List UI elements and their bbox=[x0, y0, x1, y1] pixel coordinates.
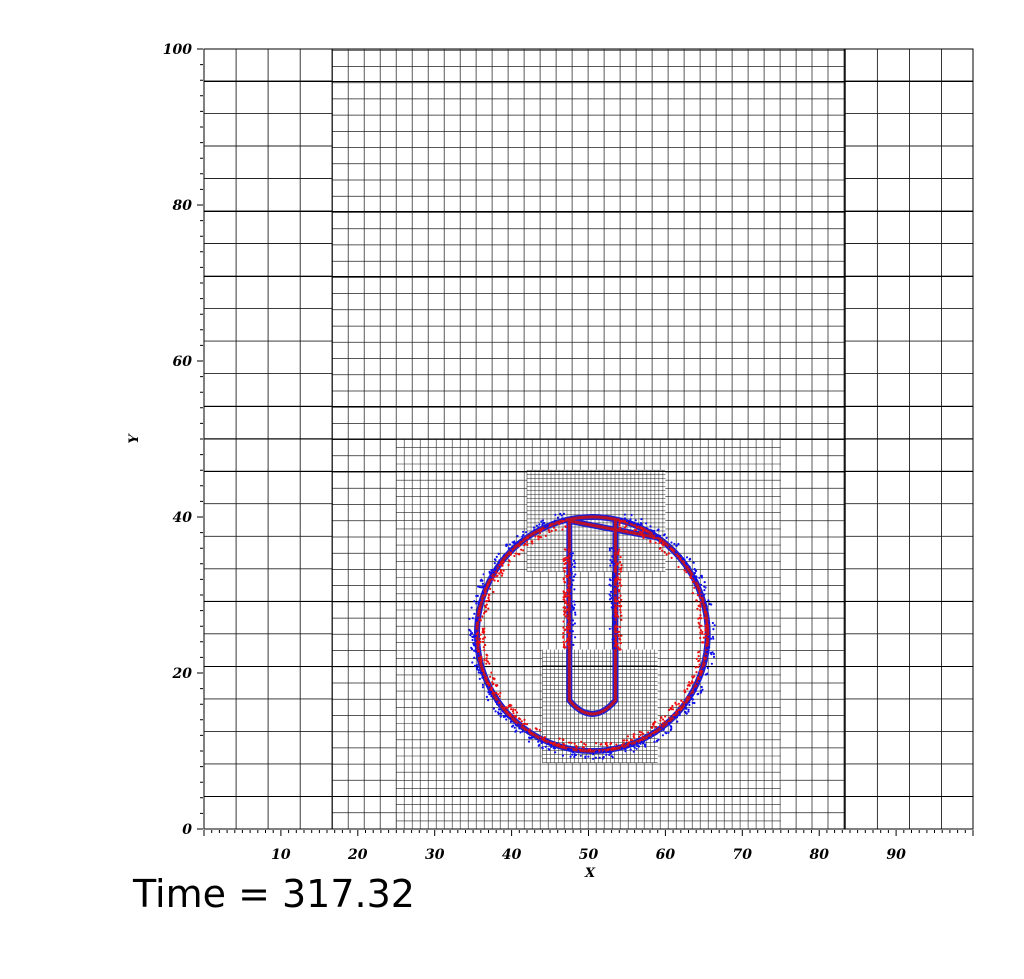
y-axis-label: Y bbox=[127, 433, 142, 444]
x-tick-label: 30 bbox=[425, 847, 445, 863]
time-label: Time = 317.32 bbox=[133, 872, 415, 916]
x-tick-label: 90 bbox=[886, 847, 906, 863]
x-tick-label: 40 bbox=[502, 847, 522, 863]
x-tick-label: 10 bbox=[271, 847, 291, 863]
x-tick-label: 80 bbox=[809, 847, 829, 863]
y-tick-label: 60 bbox=[173, 354, 193, 370]
y-tick-label: 40 bbox=[173, 510, 193, 526]
x-tick-label: 50 bbox=[579, 847, 599, 863]
y-tick-label: 0 bbox=[182, 822, 192, 838]
x-tick-label: 20 bbox=[347, 847, 368, 863]
mesh-level-3-block-3 bbox=[527, 470, 665, 571]
x-axis-label: X bbox=[584, 866, 596, 881]
y-tick-label: 100 bbox=[163, 42, 192, 58]
x-tick-label: 60 bbox=[656, 847, 676, 863]
y-tick-label: 80 bbox=[173, 198, 193, 214]
x-tick-label: 70 bbox=[733, 847, 753, 863]
y-tick-label: 20 bbox=[172, 666, 193, 682]
